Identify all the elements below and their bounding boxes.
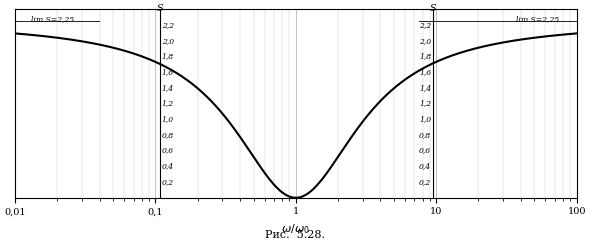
Text: 0,4: 0,4 <box>162 162 174 170</box>
Text: 0,6: 0,6 <box>162 147 174 155</box>
Text: 2,2: 2,2 <box>419 21 431 29</box>
Text: 1,4: 1,4 <box>162 84 174 92</box>
Text: 0,4: 0,4 <box>419 162 431 170</box>
Text: 1,0: 1,0 <box>419 115 431 123</box>
Text: 1,8: 1,8 <box>419 52 431 60</box>
Text: 2,2: 2,2 <box>162 21 174 29</box>
Text: 0,8: 0,8 <box>162 131 174 139</box>
Text: 1,0: 1,0 <box>162 115 174 123</box>
Text: 1,2: 1,2 <box>162 100 174 108</box>
Text: lim S=2,25: lim S=2,25 <box>516 16 559 24</box>
Text: 2,0: 2,0 <box>162 37 174 45</box>
Text: 1,4: 1,4 <box>419 84 431 92</box>
Text: Рис.  5.28.: Рис. 5.28. <box>265 230 325 240</box>
Text: S: S <box>157 4 163 13</box>
Text: 0,2: 0,2 <box>419 178 431 186</box>
Text: S: S <box>430 4 437 13</box>
X-axis label: $\omega/\omega_0$: $\omega/\omega_0$ <box>281 222 310 236</box>
Text: 1,6: 1,6 <box>419 68 431 76</box>
Text: 1,8: 1,8 <box>162 52 174 60</box>
Text: 0,8: 0,8 <box>419 131 431 139</box>
Text: lim S=2,25: lim S=2,25 <box>31 16 74 24</box>
Text: 2,0: 2,0 <box>419 37 431 45</box>
Text: 1,2: 1,2 <box>419 100 431 108</box>
Text: 0,2: 0,2 <box>162 178 174 186</box>
Text: 1,6: 1,6 <box>162 68 174 76</box>
Text: 0,6: 0,6 <box>419 147 431 155</box>
